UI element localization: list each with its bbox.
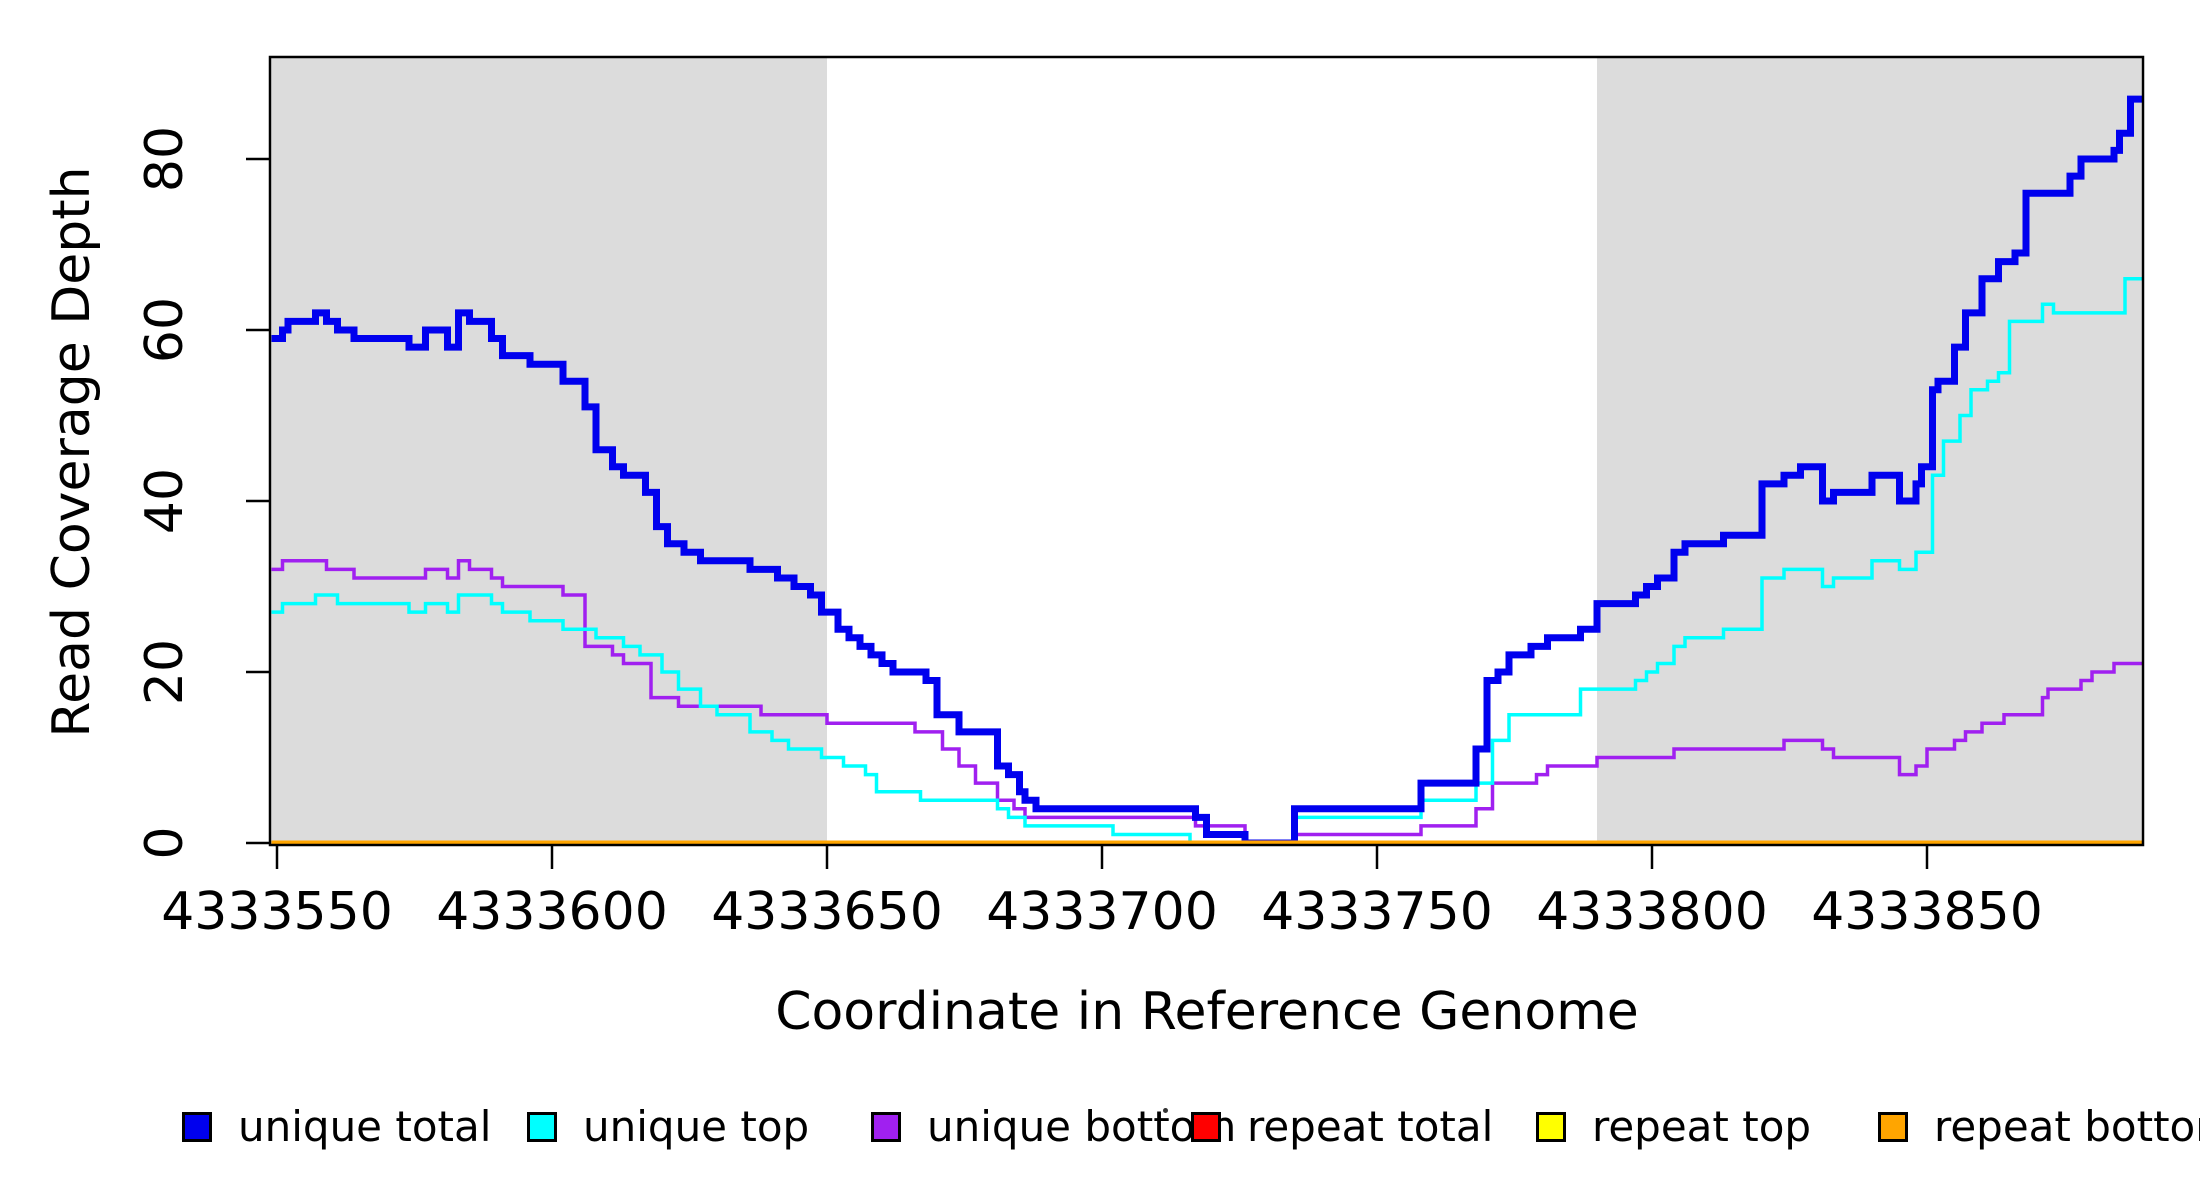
plot-frame bbox=[268, 55, 2145, 847]
y-tick-label: 60 bbox=[135, 296, 195, 364]
x-tick-label: 4333600 bbox=[436, 882, 668, 942]
x-tick-label: 4333550 bbox=[161, 882, 393, 942]
legend-label: repeat bottom bbox=[1934, 1102, 2200, 1151]
legend-swatch bbox=[871, 1111, 901, 1142]
x-tick-label: 4333650 bbox=[711, 882, 943, 942]
legend-item-repeat-total: repeat total bbox=[1191, 1102, 1493, 1151]
x-tick-label: 4333850 bbox=[1811, 882, 2043, 942]
series-line-unique-total bbox=[271, 95, 2143, 846]
shaded-region-right bbox=[1597, 57, 2142, 845]
x-tick-label: 4333750 bbox=[1261, 882, 1493, 942]
legend-item-unique-total: unique total bbox=[182, 1102, 491, 1151]
legend-separator-dot bbox=[1163, 1108, 1168, 1113]
x-axis-title: Coordinate in Reference Genome bbox=[775, 982, 1639, 1042]
legend-item-repeat-top: repeat top bbox=[1536, 1102, 1811, 1151]
legend-label: unique total bbox=[238, 1102, 492, 1151]
legend-swatch bbox=[1536, 1111, 1566, 1142]
y-tick-label: 80 bbox=[135, 125, 195, 193]
y-tick-label: 0 bbox=[135, 826, 195, 860]
legend-swatch bbox=[1878, 1111, 1908, 1142]
legend-swatch bbox=[182, 1111, 212, 1142]
y-tick-label: 20 bbox=[135, 638, 195, 706]
legend-swatch bbox=[527, 1111, 557, 1142]
legend-swatch bbox=[1191, 1111, 1221, 1142]
y-tick-label: 40 bbox=[135, 467, 195, 535]
shaded-region-left bbox=[271, 57, 827, 845]
x-tick-label: 4333700 bbox=[986, 882, 1218, 942]
legend-item-unique-bottom: unique bottom bbox=[871, 1102, 1236, 1151]
y-axis-title: Read Coverage Depth bbox=[42, 166, 102, 738]
legend-item-repeat-bottom: repeat bottom bbox=[1878, 1102, 2200, 1151]
legend-label: repeat top bbox=[1592, 1102, 1812, 1151]
legend-item-unique-top: unique top bbox=[527, 1102, 809, 1151]
legend-label: unique top bbox=[583, 1102, 810, 1151]
legend-label: unique bottom bbox=[927, 1102, 1237, 1151]
series-line-unique-bottom bbox=[271, 559, 2143, 845]
x-tick-label: 4333800 bbox=[1536, 882, 1768, 942]
legend-label: repeat total bbox=[1247, 1102, 1494, 1151]
series-line-unique-top bbox=[271, 276, 2143, 845]
